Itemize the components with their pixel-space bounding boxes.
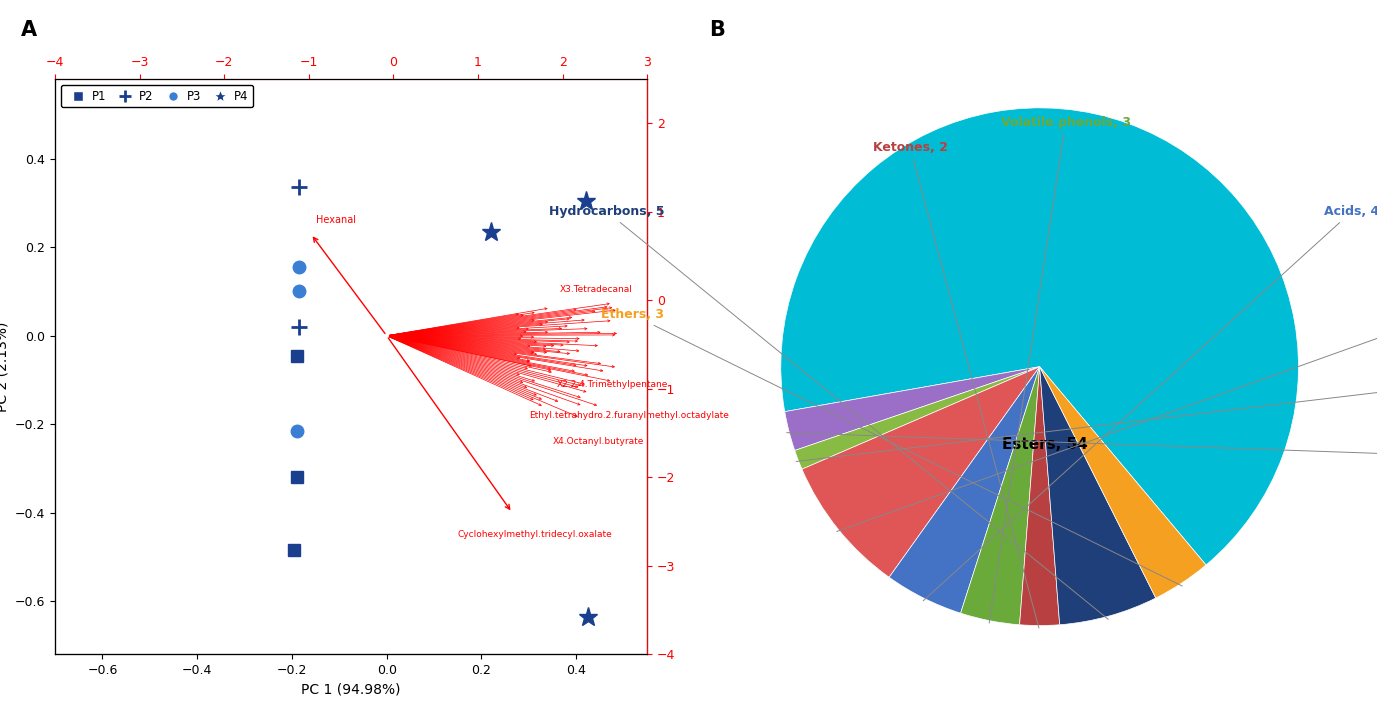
Legend: P1, P2, P3, P4: P1, P2, P3, P4 bbox=[61, 85, 253, 107]
Text: Aldehydes, 1: Aldehydes, 1 bbox=[796, 373, 1377, 462]
Wedge shape bbox=[801, 367, 1040, 577]
Text: X3.Tetradecanal: X3.Tetradecanal bbox=[559, 285, 632, 293]
Wedge shape bbox=[1019, 367, 1060, 626]
Text: Anhydrides, 2: Anhydrides, 2 bbox=[786, 433, 1377, 464]
Text: Cyclohexylmethyl.tridecyl.oxalate: Cyclohexylmethyl.tridecyl.oxalate bbox=[457, 530, 613, 539]
Text: Ethyl.tetrahydro.2.furanylmethyl.octadylate: Ethyl.tetrahydro.2.furanylmethyl.octadyl… bbox=[529, 411, 728, 420]
Wedge shape bbox=[1040, 367, 1155, 625]
Wedge shape bbox=[890, 367, 1040, 613]
Text: Ketones, 2: Ketones, 2 bbox=[873, 142, 1038, 628]
Text: Acids, 4: Acids, 4 bbox=[923, 205, 1377, 601]
Text: Esters, 54: Esters, 54 bbox=[1002, 437, 1088, 452]
X-axis label: PC 1 (94.98%): PC 1 (94.98%) bbox=[302, 682, 401, 697]
Text: A: A bbox=[21, 20, 37, 40]
Wedge shape bbox=[1040, 367, 1206, 598]
Text: Hydrocarbons, 5: Hydrocarbons, 5 bbox=[549, 205, 1108, 619]
Text: Volatile phenols, 3: Volatile phenols, 3 bbox=[989, 116, 1131, 623]
Text: X2.2.4.Trimethylpentane: X2.2.4.Trimethylpentane bbox=[558, 380, 669, 388]
Text: X4.Octanyl.butyrate: X4.Octanyl.butyrate bbox=[552, 437, 644, 446]
Text: Alcohols, 7: Alcohols, 7 bbox=[837, 296, 1377, 531]
Wedge shape bbox=[781, 108, 1299, 565]
Wedge shape bbox=[795, 367, 1040, 470]
Text: Ethers, 3: Ethers, 3 bbox=[602, 308, 1183, 586]
Wedge shape bbox=[961, 367, 1040, 625]
Wedge shape bbox=[785, 367, 1040, 451]
Text: Hexanal: Hexanal bbox=[315, 215, 355, 225]
Y-axis label: PC 2 (2.13%): PC 2 (2.13%) bbox=[0, 321, 10, 412]
Text: B: B bbox=[709, 20, 726, 40]
